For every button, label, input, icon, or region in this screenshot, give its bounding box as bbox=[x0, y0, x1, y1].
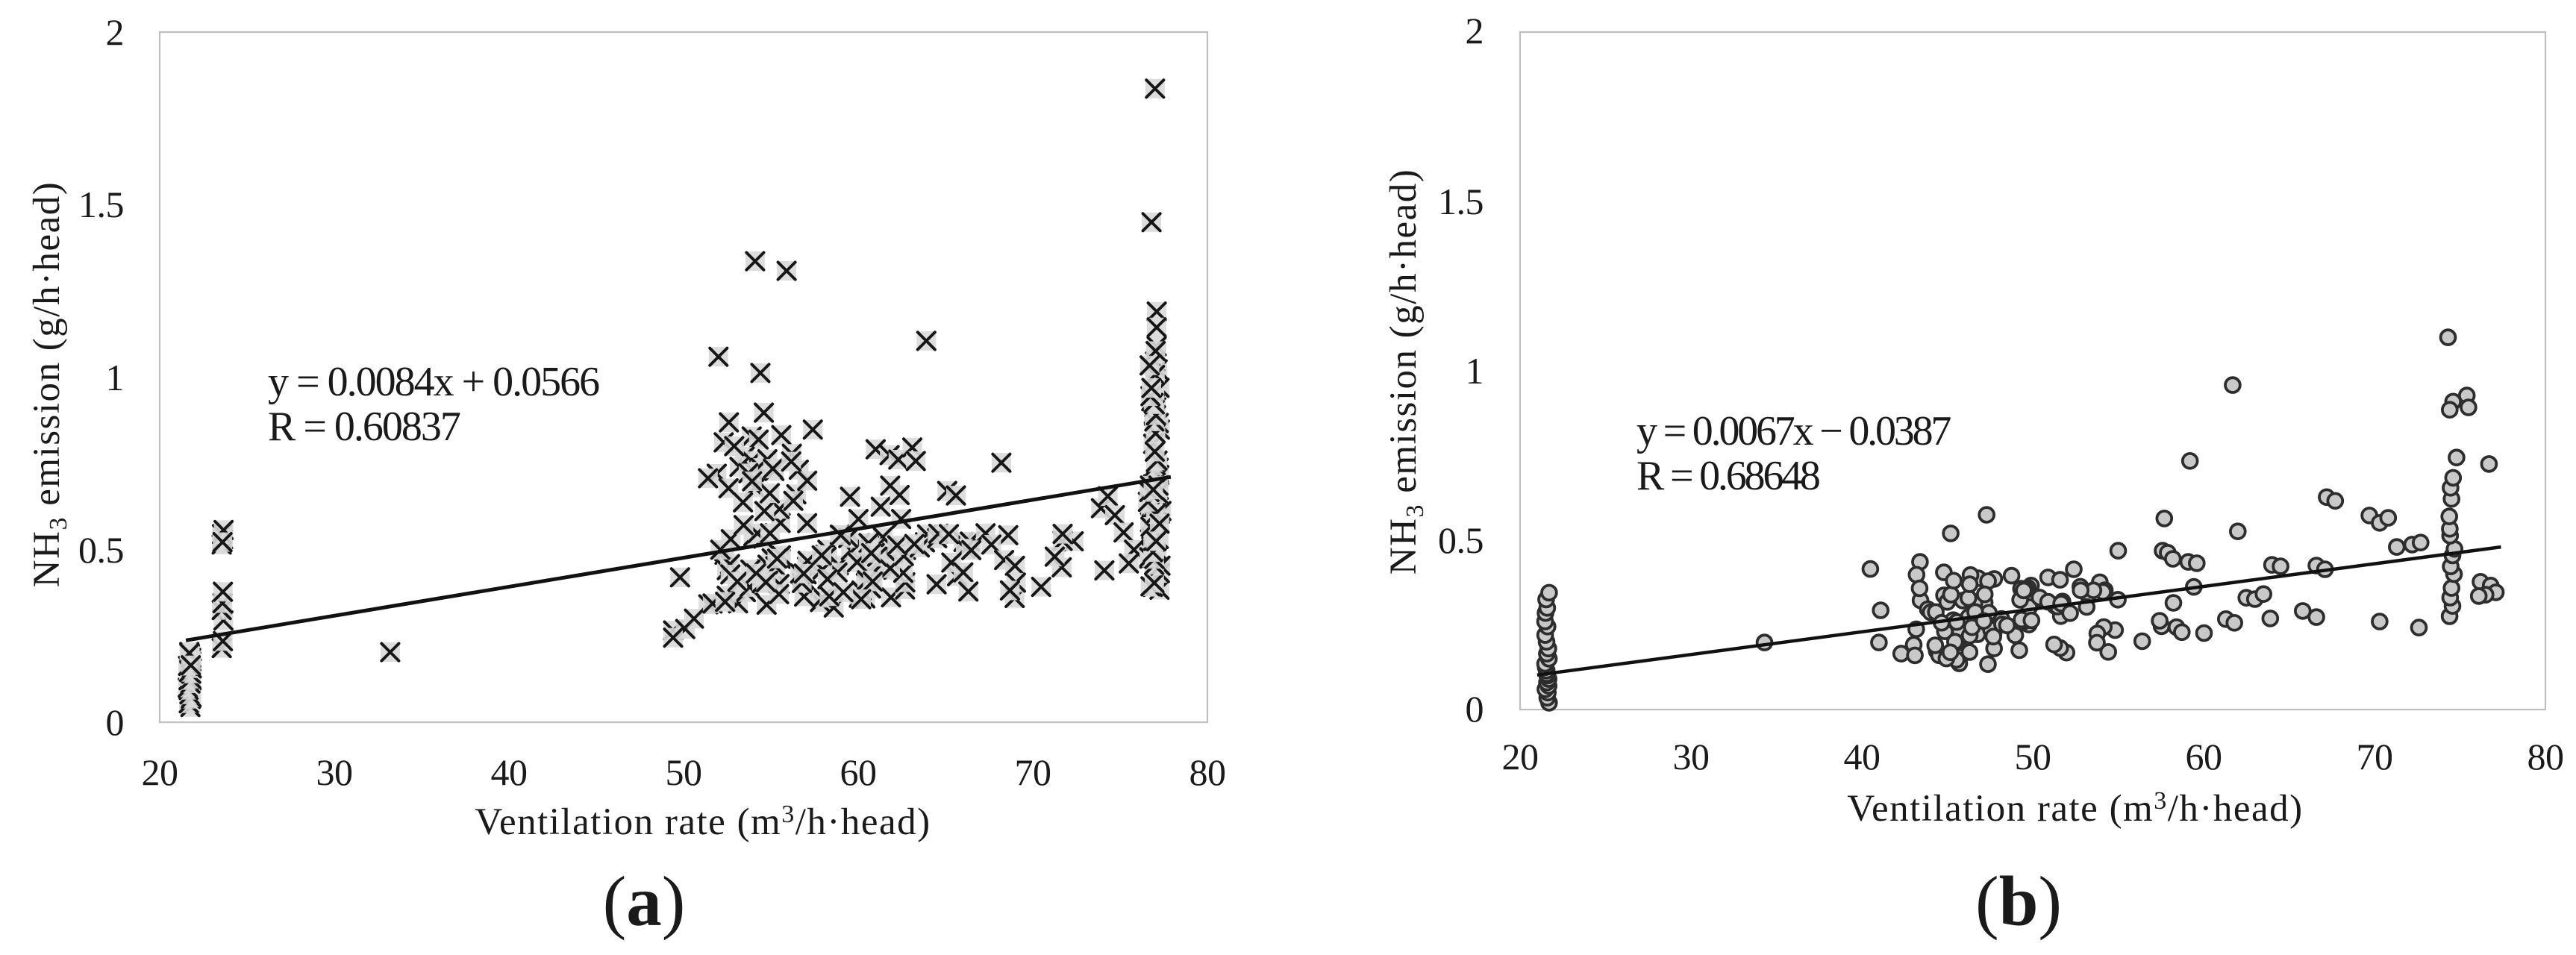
svg-text:0.5: 0.5 bbox=[78, 529, 124, 571]
svg-text:30: 30 bbox=[316, 751, 353, 793]
svg-text:(b): (b) bbox=[1975, 862, 2062, 941]
svg-text:1: 1 bbox=[106, 357, 125, 398]
svg-text:0: 0 bbox=[1466, 688, 1484, 730]
svg-text:0: 0 bbox=[106, 701, 125, 743]
svg-text:60: 60 bbox=[2186, 736, 2222, 777]
svg-text:Ventilation rate (m3/h·head): Ventilation rate (m3/h·head) bbox=[475, 801, 931, 843]
svg-text:(a): (a) bbox=[603, 862, 686, 941]
svg-text:30: 30 bbox=[1673, 736, 1710, 777]
svg-text:NH3 emission (g/h·head): NH3 emission (g/h·head) bbox=[1383, 169, 1429, 574]
svg-text:y = 0.0084x + 0.0566: y = 0.0084x + 0.0566 bbox=[268, 359, 599, 405]
svg-text:40: 40 bbox=[491, 751, 528, 793]
svg-text:2: 2 bbox=[106, 11, 125, 53]
svg-text:70: 70 bbox=[1015, 751, 1051, 793]
svg-text:70: 70 bbox=[2357, 736, 2393, 777]
svg-text:1: 1 bbox=[1466, 350, 1484, 392]
svg-text:60: 60 bbox=[840, 751, 877, 793]
svg-text:Ventilation rate (m3/h·head): Ventilation rate (m3/h·head) bbox=[1847, 787, 2303, 830]
svg-text:20: 20 bbox=[142, 751, 178, 793]
svg-text:80: 80 bbox=[2527, 736, 2564, 777]
svg-text:1.5: 1.5 bbox=[1438, 181, 1484, 222]
svg-text:R = 0.68648: R = 0.68648 bbox=[1636, 453, 1819, 499]
svg-text:40: 40 bbox=[1844, 736, 1881, 777]
svg-text:50: 50 bbox=[666, 751, 702, 793]
svg-text:20: 20 bbox=[1502, 736, 1539, 777]
svg-text:50: 50 bbox=[2015, 736, 2051, 777]
svg-text:y = 0.0067x − 0.0387: y = 0.0067x − 0.0387 bbox=[1636, 408, 1951, 454]
svg-text:80: 80 bbox=[1189, 751, 1226, 793]
svg-text:1.5: 1.5 bbox=[78, 184, 124, 225]
svg-text:R = 0.60837: R = 0.60837 bbox=[268, 404, 460, 450]
svg-text:0.5: 0.5 bbox=[1438, 519, 1484, 561]
svg-text:2: 2 bbox=[1466, 10, 1484, 51]
